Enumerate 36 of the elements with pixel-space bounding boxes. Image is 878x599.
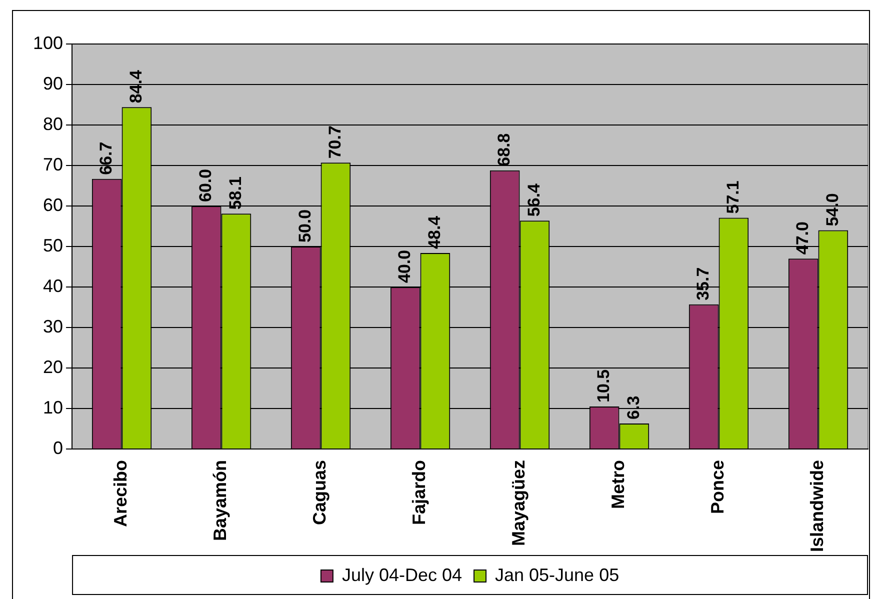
y-tick-label: 70 <box>43 154 64 174</box>
data-label: 10.5 <box>594 369 614 402</box>
data-label: 66.7 <box>96 142 116 175</box>
data-label: 70.7 <box>325 126 344 159</box>
data-label: 35.7 <box>694 267 713 300</box>
x-tick-label: Arecibo <box>110 460 131 528</box>
y-tick-label: 0 <box>53 438 64 458</box>
y-tick-label: 100 <box>32 32 64 53</box>
data-label: 48.4 <box>424 215 444 249</box>
x-tick-label: Ponce <box>708 460 728 514</box>
x-tick-label: Metro <box>608 460 628 509</box>
y-tick-label: 30 <box>43 316 64 336</box>
y-tick-label: 40 <box>43 276 64 296</box>
x-tick-label: Islandwide <box>807 460 828 552</box>
y-tick-label: 20 <box>43 356 64 377</box>
data-label: 56.4 <box>524 182 544 217</box>
y-tick-label: 80 <box>43 114 64 134</box>
data-label: 60.0 <box>196 168 216 202</box>
x-tick-label: Fajardo <box>409 460 430 525</box>
data-label: 50.0 <box>296 209 315 242</box>
data-label: 84.4 <box>126 70 146 104</box>
y-tick-label: 10 <box>43 397 64 418</box>
data-label: 54.0 <box>822 193 842 226</box>
x-tick-label: Caguas <box>310 460 330 526</box>
data-label: 68.8 <box>494 133 514 166</box>
y-tick-label: 60 <box>43 194 64 215</box>
legend-label: Jan 05-June 05 <box>495 564 620 585</box>
data-label: 6.3 <box>624 396 643 420</box>
x-tick-label: Bayamón <box>210 460 230 542</box>
x-tick-label: Mayagüez <box>508 460 529 546</box>
data-label: 58.1 <box>226 176 245 210</box>
data-label: 40.0 <box>395 250 414 283</box>
y-tick-label: 90 <box>43 73 64 94</box>
legend-label: July 04-Dec 04 <box>342 564 462 585</box>
data-label: 47.0 <box>793 222 812 255</box>
y-tick-label: 50 <box>43 235 64 256</box>
